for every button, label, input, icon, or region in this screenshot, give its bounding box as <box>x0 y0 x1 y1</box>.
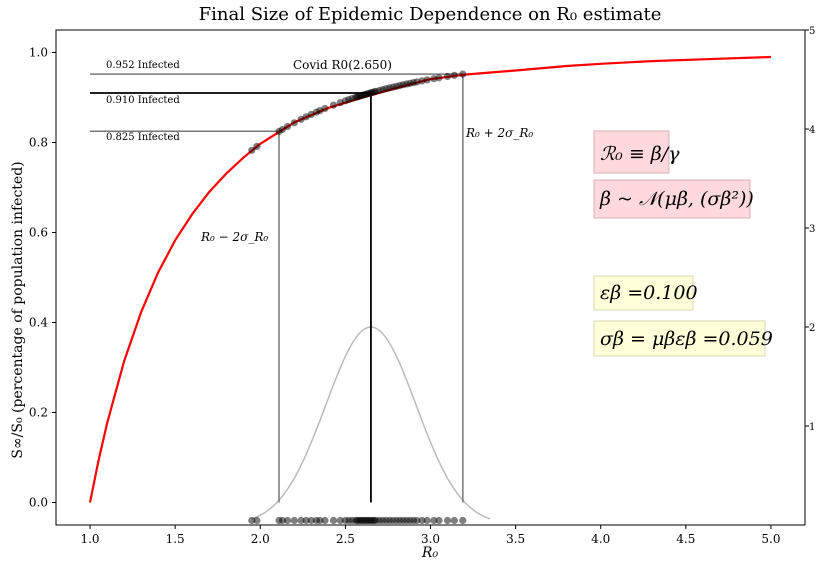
lower-infected-label: 0.825 Infected <box>106 132 180 143</box>
y-tick-label: 1.0 <box>29 46 48 60</box>
x-tick-label: 3.0 <box>421 532 440 546</box>
sample-point-curve <box>423 76 431 84</box>
y-tick-label: 0.2 <box>29 406 48 420</box>
x-axis-label: R₀ <box>421 545 439 561</box>
sample-point-curve <box>450 71 458 79</box>
lower-bound-label: R₀ − 2σ_R₀ <box>200 230 268 244</box>
sigma-text: σβ = μβεβ =0.059 <box>600 328 773 350</box>
sample-point-baseline <box>423 516 431 525</box>
sample-point-baseline <box>450 516 458 525</box>
sample-point-baseline <box>435 516 443 525</box>
sample-point-baseline <box>307 516 315 525</box>
x-tick-label: 5.0 <box>761 532 780 546</box>
upper-infected-label: 0.952 Infected <box>106 60 180 71</box>
sample-point-baseline <box>413 516 421 525</box>
sample-point-baseline <box>329 516 338 525</box>
x-tick-label: 1.0 <box>80 532 99 546</box>
sample-point-baseline <box>443 516 452 525</box>
sample-point-baseline <box>302 516 310 525</box>
sample-point-baseline <box>418 516 426 525</box>
x-tick-label: 1.5 <box>166 532 185 546</box>
y2-tick-label: 3 <box>809 224 815 235</box>
sample-point-baseline <box>290 516 298 525</box>
epsilon-box: εβ =0.100 <box>593 275 698 311</box>
sample-point-curve <box>283 122 292 131</box>
y-tick-label: 0.4 <box>29 316 48 330</box>
x-tick-label: 3.5 <box>506 532 525 546</box>
sample-point-curve <box>329 101 338 109</box>
sample-point-curve <box>253 142 261 150</box>
sample-point-curve <box>443 72 452 80</box>
epsilon-text: εβ =0.100 <box>600 282 698 304</box>
sample-point-curve <box>248 146 256 154</box>
sample-point-baseline <box>459 516 467 525</box>
x-tick-label: 2.0 <box>251 532 270 546</box>
sample-point-baseline <box>253 516 261 525</box>
sigma-box: σβ = μβεβ =0.059 <box>593 320 773 357</box>
sample-point-baseline <box>430 516 438 525</box>
sample-point-baseline <box>297 516 305 525</box>
sample-point-baseline <box>248 516 256 525</box>
y2-tick-label: 1 <box>809 422 815 433</box>
sample-point-curve <box>321 104 329 113</box>
chart-title-text: Final Size of Epidemic Dependence on R₀ … <box>199 4 662 25</box>
sample-point-baseline <box>336 516 344 525</box>
sample-point-baseline <box>278 516 286 525</box>
sample-point-curve <box>290 119 298 127</box>
mean-r0-label: Covid R0(2.650) <box>293 58 392 72</box>
sample-point-baseline <box>316 516 324 525</box>
beta-distribution-box: β ~ 𝒩(μβ, (σβ²)) <box>593 179 754 219</box>
y2-tick-label: 4 <box>809 125 815 136</box>
y2-tick-label: 2 <box>809 323 815 334</box>
y-axis-label: S∞/S₀ (percentage of population infected… <box>10 161 26 458</box>
sample-point-curve <box>435 74 443 82</box>
y-tick-label: 0.8 <box>29 136 48 150</box>
x-tick-label: 4.0 <box>591 532 610 546</box>
sample-point-baseline <box>321 516 329 525</box>
y-tick-label: 0.6 <box>29 226 48 240</box>
y2-tick-label: 5 <box>809 26 815 37</box>
mean-infected-label: 0.910 Infected <box>106 95 180 106</box>
axis-ticks: 1.0 1.5 2.0 2.5 3.0 3.5 4.0 4.5 5.0 0.0 0.2 0.4 0.6 0… <box>29 26 815 546</box>
x-tick-label: 2.5 <box>336 532 355 546</box>
chart-marks <box>88 55 772 525</box>
beta-distribution-text: β ~ 𝒩(μβ, (σβ²)) <box>599 188 754 210</box>
r0-definition-box: ℛ₀ ≡ β/γ <box>593 130 680 174</box>
chart-title: Final Size of Epidemic Dependence on R₀ … <box>199 4 662 25</box>
x-tick-label: 4.5 <box>676 532 695 546</box>
upper-bound-label: R₀ + 2σ_R₀ <box>465 126 533 140</box>
sample-point-curve <box>459 70 467 78</box>
sample-point-baseline <box>283 516 292 525</box>
y-tick-label: 0.0 <box>29 496 48 510</box>
r0-definition-text: ℛ₀ ≡ β/γ <box>600 143 680 165</box>
